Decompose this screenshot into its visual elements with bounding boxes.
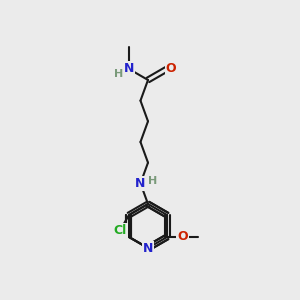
Text: O: O (177, 230, 188, 244)
Text: N: N (135, 177, 146, 190)
Text: H: H (114, 69, 124, 79)
Text: N: N (143, 242, 153, 254)
Text: H: H (148, 176, 157, 186)
Text: Cl: Cl (113, 224, 127, 237)
Text: O: O (166, 62, 176, 76)
Text: N: N (124, 62, 134, 76)
